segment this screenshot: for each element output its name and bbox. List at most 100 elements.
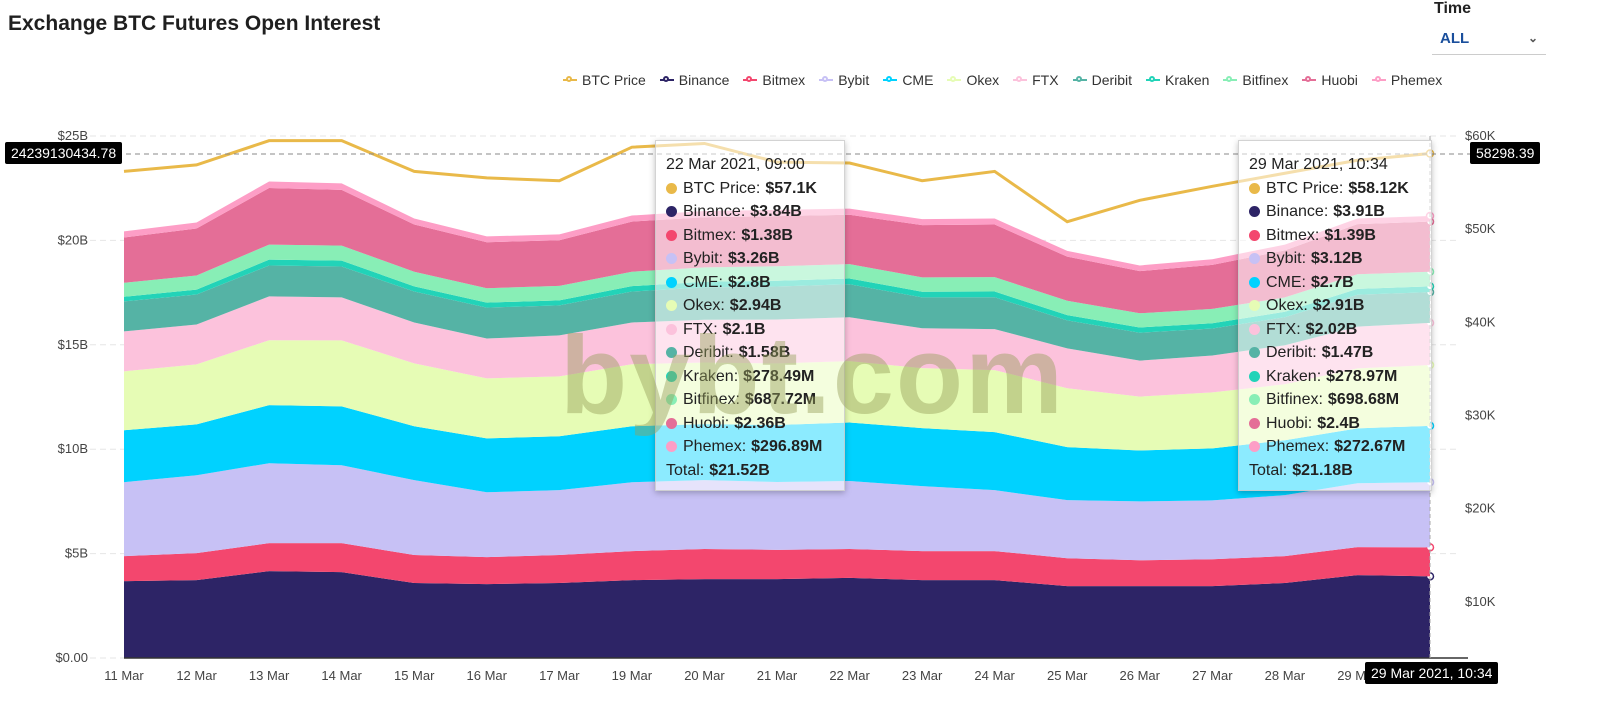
tooltip-row: Okex: $2.94B bbox=[666, 294, 834, 318]
tooltip-row: Huobi: $2.4B bbox=[1249, 412, 1421, 436]
series-dot-icon bbox=[1249, 182, 1260, 194]
time-select[interactable]: ALL ⌄ bbox=[1432, 22, 1546, 55]
legend-label: BTC Price bbox=[582, 72, 646, 88]
legend-item-bitmex[interactable]: Bitmex bbox=[743, 72, 805, 88]
tooltip-value: $1.47B bbox=[1321, 344, 1374, 361]
legend-marker-icon bbox=[1072, 76, 1087, 82]
tooltip-row: FTX: $2.1B bbox=[666, 318, 834, 342]
tooltip-value: $272.67M bbox=[1334, 438, 1406, 455]
tooltip-row: Kraken: $278.49M bbox=[666, 365, 834, 389]
x-tick-label: 20 Mar bbox=[684, 668, 725, 683]
tooltip-label: Huobi: bbox=[683, 414, 730, 432]
tooltip-row: Deribit: $1.47B bbox=[1249, 341, 1421, 365]
legend-marker-icon bbox=[883, 76, 898, 82]
tooltip-value: $2.8B bbox=[728, 273, 771, 291]
tooltip-row: Deribit: $1.58B bbox=[666, 341, 834, 365]
crosshair-right-value: 58298.39 bbox=[1470, 142, 1541, 164]
series-dot-icon bbox=[1249, 323, 1260, 335]
legend-item-btc-price[interactable]: BTC Price bbox=[563, 72, 646, 88]
legend-item-phemex[interactable]: Phemex bbox=[1371, 72, 1443, 88]
tooltip-row: Bybit: $3.26B bbox=[666, 247, 834, 271]
x-tick-label: 22 Mar bbox=[829, 668, 870, 683]
x-tick-label: 16 Mar bbox=[467, 668, 508, 683]
series-dot-icon bbox=[1249, 394, 1260, 406]
tooltip-label: BTC Price: bbox=[683, 179, 761, 197]
x-tick-label: 26 Mar bbox=[1120, 668, 1161, 683]
legend-marker-icon bbox=[659, 76, 674, 82]
tooltip-label: Kraken: bbox=[1266, 367, 1322, 385]
tooltip-label: Huobi: bbox=[1266, 414, 1313, 432]
series-dot-icon bbox=[1249, 276, 1260, 288]
legend-item-cme[interactable]: CME bbox=[883, 72, 933, 88]
tooltip-value: $698.68M bbox=[1327, 391, 1400, 408]
legend-label: FTX bbox=[1032, 72, 1059, 88]
time-filter: Time ALL ⌄ bbox=[1432, 0, 1546, 55]
legend-label: CME bbox=[902, 72, 934, 88]
series-dot-icon bbox=[666, 323, 677, 335]
tooltip-22-mar: 22 Mar 2021, 09:00 BTC Price: $57.1K Binanc… bbox=[655, 140, 845, 491]
legend-item-okex[interactable]: Okex bbox=[947, 72, 999, 88]
legend-label: Huobi bbox=[1321, 72, 1358, 88]
tooltip-value: $687.72M bbox=[744, 391, 817, 408]
tooltip-value: $2.1B bbox=[722, 320, 766, 338]
x-tick-label: 23 Mar bbox=[902, 668, 943, 683]
tooltip-value: $1.39B bbox=[1324, 226, 1376, 244]
x-tick-label: 27 Mar bbox=[1192, 668, 1233, 683]
series-dot-icon bbox=[1249, 441, 1260, 453]
legend-item-kraken[interactable]: Kraken bbox=[1146, 72, 1209, 88]
tooltip-label: Bybit: bbox=[1266, 250, 1307, 267]
tooltip-value: $296.89M bbox=[751, 438, 823, 455]
tooltip-row: FTX: $2.02B bbox=[1249, 318, 1421, 342]
tooltip-total-value: $21.18B bbox=[1292, 461, 1353, 479]
legend-item-binance[interactable]: Binance bbox=[659, 72, 729, 88]
tooltip-total-label: Total: bbox=[666, 461, 705, 479]
x-tick-label: 21 Mar bbox=[757, 668, 798, 683]
legend-marker-icon bbox=[563, 76, 577, 82]
legend-marker-icon bbox=[1223, 76, 1238, 82]
series-dot-icon bbox=[666, 370, 677, 382]
area-binance bbox=[124, 571, 1430, 658]
legend-item-ftx[interactable]: FTX bbox=[1013, 72, 1059, 88]
y-right-tick-label: $30K bbox=[1465, 408, 1496, 423]
tooltip-29-mar: 29 Mar 2021, 10:34 BTC Price: $58.12K Binan… bbox=[1238, 140, 1432, 491]
legend-label: Phemex bbox=[1390, 72, 1443, 88]
tooltip-label: FTX: bbox=[1266, 320, 1301, 338]
area-kraken bbox=[124, 259, 1430, 333]
series-dot-icon bbox=[666, 276, 677, 288]
tooltip-row: Huobi: $2.36B bbox=[666, 412, 834, 436]
y-left-tick-label: $20B bbox=[58, 232, 88, 247]
tooltip-label: Bitmex: bbox=[683, 226, 737, 244]
x-tick-label: 19 Mar bbox=[612, 668, 653, 683]
series-dot-icon bbox=[1249, 300, 1260, 312]
series-dot-icon bbox=[1249, 417, 1260, 429]
x-tick-label: 14 Mar bbox=[321, 668, 362, 683]
tooltip-label: CME: bbox=[683, 273, 723, 291]
series-dot-icon bbox=[1249, 370, 1260, 382]
series-dot-icon bbox=[666, 253, 677, 265]
tooltip-label: Phemex: bbox=[1266, 438, 1330, 455]
tooltip-row: Phemex: $296.89M bbox=[666, 435, 834, 459]
tooltip-value: $2.91B bbox=[1312, 297, 1365, 314]
chart-legend: BTC Price Binance Bitmex Bybit CME Okex FTX Der… bbox=[563, 72, 1442, 88]
page-title: Exchange BTC Futures Open Interest bbox=[8, 12, 381, 35]
y-left-tick-label: $25B bbox=[58, 128, 88, 143]
legend-item-bitfinex[interactable]: Bitfinex bbox=[1223, 72, 1288, 88]
tooltip-label: Bitfinex: bbox=[683, 391, 740, 408]
tooltip-total: Total: $21.18B bbox=[1249, 459, 1421, 483]
series-dot-icon bbox=[666, 206, 677, 218]
legend-item-bybit[interactable]: Bybit bbox=[819, 72, 869, 88]
time-label: Time bbox=[1434, 0, 1472, 17]
x-tick-label: 13 Mar bbox=[249, 668, 290, 683]
legend-label: Bybit bbox=[838, 72, 870, 88]
legend-label: Bitmex bbox=[762, 72, 806, 88]
tooltip-value: $1.58B bbox=[738, 344, 791, 361]
tooltip-row: Bybit: $3.12B bbox=[1249, 247, 1421, 271]
legend-item-deribit[interactable]: Deribit bbox=[1072, 72, 1132, 88]
tooltip-row: Binance: $3.91B bbox=[1249, 200, 1421, 224]
series-dot-icon bbox=[666, 417, 677, 429]
legend-item-huobi[interactable]: Huobi bbox=[1302, 72, 1358, 88]
tooltip-label: Deribit: bbox=[683, 344, 734, 361]
crosshair-x-value: 29 Mar 2021, 10:34 bbox=[1365, 662, 1499, 684]
series-dot-icon bbox=[666, 347, 677, 359]
tooltip-label: Bitmex: bbox=[1266, 226, 1320, 244]
